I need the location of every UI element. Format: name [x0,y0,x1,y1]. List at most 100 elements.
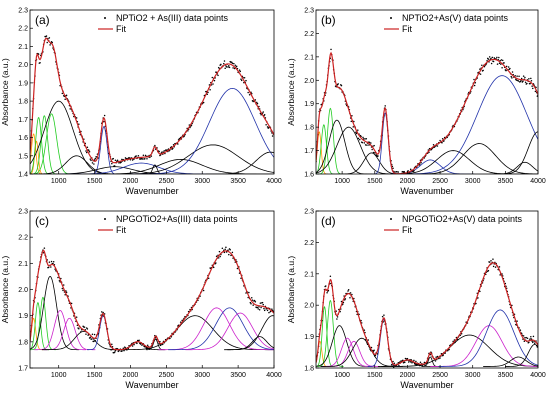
data-point [52,260,55,263]
data-point [215,262,217,264]
data-point [266,309,269,312]
data-point [46,41,48,44]
data-point [520,77,523,80]
panel-label: (d) [321,214,336,228]
component-peak-11 [114,315,274,351]
data-point [397,171,400,173]
data-point [325,285,327,287]
x-tick-label: 4000 [266,178,282,185]
data-point [114,350,117,352]
data-point [351,115,353,117]
data-point [413,170,415,172]
data-point [336,318,338,320]
legend-data-label: NPGOTiO2+As(V) data points [402,214,522,224]
data-point [230,61,233,63]
legend-fit-label: Fit [116,225,126,235]
data-point [261,301,264,304]
data-point [496,56,498,59]
data-point [436,145,439,147]
data-point [390,363,393,366]
data-point [215,255,218,258]
data-point [530,335,532,338]
legend-fit-label: Fit [116,24,126,34]
data-point [217,257,220,259]
data-point [530,80,533,82]
data-point [224,67,226,69]
data-point [47,266,50,269]
data-point [227,249,229,251]
data-point [80,331,82,333]
y-axis-label: Absorbance (a.u.) [0,256,10,324]
data-point [357,129,359,131]
data-point [492,258,494,260]
data-point [221,247,224,250]
legend-data-marker [390,218,392,220]
data-point [525,336,527,339]
data-point [359,138,361,141]
data-point [103,120,105,123]
data-point [442,354,445,356]
data-point [500,63,502,65]
x-tick-label: 4000 [530,372,546,379]
data-point [49,44,51,46]
data-point [110,349,112,351]
data-points [30,35,274,167]
data-point [522,75,525,77]
data-point [251,299,254,301]
data-point [149,347,152,350]
data-point [213,79,216,82]
x-tick-label: 3500 [498,372,514,379]
data-point [271,135,274,137]
legend-data-label: NPGOTiO2+As(III) data points [116,214,238,224]
y-tick-label: 1.9 [18,80,28,87]
x-tick-label: 3000 [465,178,481,185]
component-peak-13 [438,309,538,367]
legend-data-label: NPTiO2+As(V) data points [402,13,508,23]
data-point [240,79,243,82]
y-tick-label: 1.8 [18,339,28,346]
component-peak-8 [367,318,401,367]
plot-area [30,246,274,354]
component-peak-8 [386,159,475,174]
x-tick-label: 1500 [367,372,383,379]
component-peak-5 [34,310,86,351]
data-point [407,361,410,363]
data-point [524,81,527,83]
data-point [531,85,533,87]
data-point [479,68,481,70]
data-point [340,300,343,303]
data-point [51,41,53,44]
x-axis-label: Wavenumber [400,380,453,390]
data-point [256,306,259,309]
component-peak-10 [405,143,538,174]
data-point [231,251,234,254]
data-point [69,108,71,110]
component-peak-3 [317,107,344,174]
data-point [217,66,220,69]
data-point [64,294,66,296]
x-axis-label: Wavenumber [400,186,453,196]
x-tick-label: 1000 [334,178,350,185]
component-peak-9 [111,341,164,351]
data-point [85,150,87,152]
data-point [136,342,138,345]
data-point [111,343,113,345]
data-point [403,170,405,173]
component-peak-6 [43,317,96,351]
data-point [533,342,536,345]
data-point [423,361,426,364]
y-tick-label: 2.1 [304,54,314,61]
data-point [112,157,114,160]
data-point [479,73,482,75]
y-tick-label: 2.1 [304,271,314,278]
data-point [234,64,236,67]
data-point [509,67,511,70]
data-point [58,280,61,282]
data-point [209,88,211,91]
panel-label: (a) [35,13,50,27]
legend-data-marker [390,17,392,19]
data-point [498,56,500,59]
y-tick-label: 2.0 [304,78,314,85]
data-point [329,275,332,277]
data-point [473,78,475,81]
